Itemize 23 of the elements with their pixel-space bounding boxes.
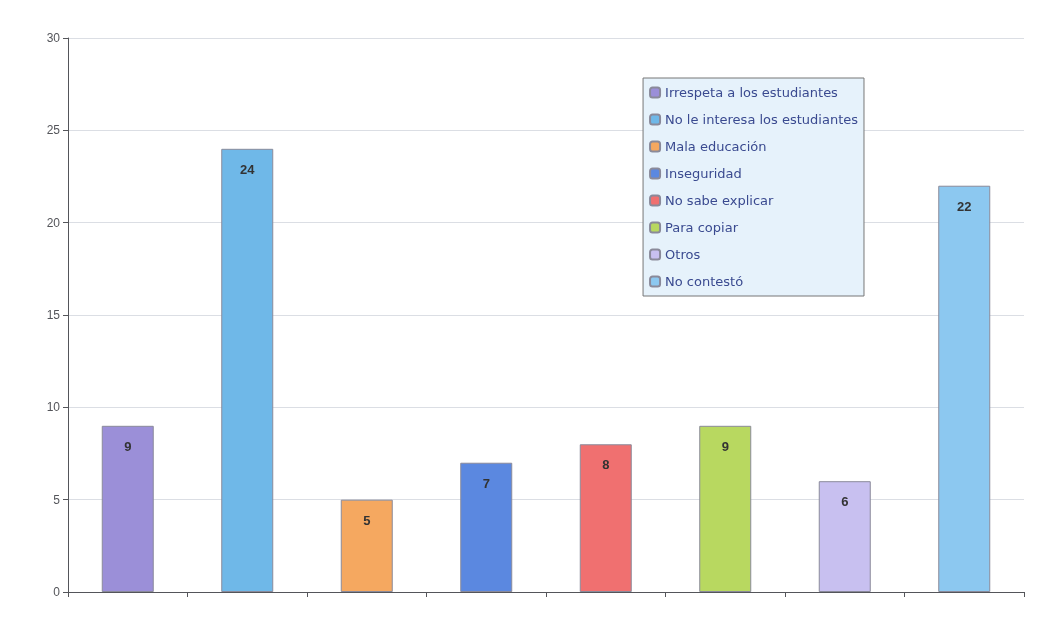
legend-label: No le interesa los estudiantes [665, 112, 859, 127]
data-label: 9 [721, 438, 729, 454]
legend-label: Para copiar [665, 220, 739, 235]
data-label: 5 [363, 512, 371, 528]
y-tick-label: 25 [46, 123, 61, 138]
data-label: 6 [841, 494, 849, 510]
legend-label: Otros [665, 247, 701, 262]
y-tick-label: 5 [53, 492, 61, 507]
y-tick-label: 15 [46, 308, 61, 322]
data-label: 8 [602, 457, 610, 473]
data-label: 7 [482, 475, 490, 491]
y-tick-label: 10 [46, 400, 61, 415]
y-tick-label: 0 [53, 585, 61, 599]
data-label: 9 [124, 438, 132, 454]
y-tick-label: 30 [46, 31, 61, 45]
y-tick-label: 20 [46, 215, 61, 230]
legend-label: No sabe explicar [665, 193, 775, 208]
data-label: 22 [957, 198, 972, 214]
legend-label: Mala educación [665, 139, 767, 154]
legend-label: Inseguridad [665, 166, 742, 181]
legend-label: Irrespeta a los estudiantes [665, 85, 839, 100]
data-label: 24 [240, 161, 256, 177]
legend-label: No contestó [665, 274, 744, 289]
